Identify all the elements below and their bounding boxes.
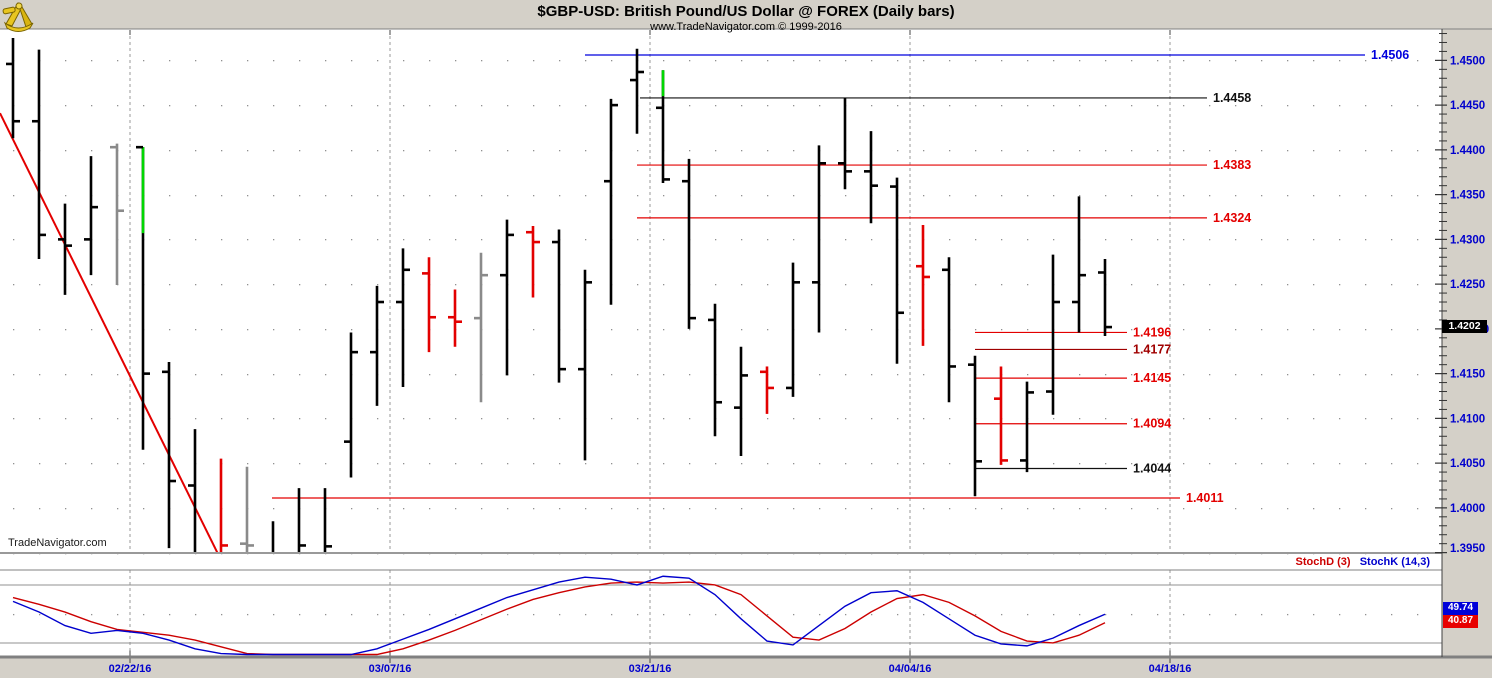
ohlc-bar-04-06 <box>968 355 982 497</box>
stochd-curve[interactable] <box>12 581 1106 656</box>
watermark-text: TradeNavigator.com <box>8 537 107 549</box>
ohlc-bar-04-04 <box>916 225 930 346</box>
stochastic-pane[interactable] <box>0 553 1442 657</box>
ohlc-bar-03-04 <box>370 285 384 406</box>
legend-spacer <box>1351 556 1360 568</box>
price-level-label: 1.4094 <box>1133 417 1171 431</box>
ohlc-bar-02-23 <box>162 361 176 549</box>
price-level-label: 1.4458 <box>1213 91 1251 105</box>
stochk-value-badge: 49.74 <box>1443 602 1478 615</box>
price-level-label: 1.4324 <box>1213 211 1251 225</box>
price-axis-label: 1.4250 <box>1450 279 1485 291</box>
ohlc-bar-03-14 <box>526 225 540 298</box>
price-level-label: 1.4044 <box>1133 461 1171 475</box>
price-axis-label: 1.4450 <box>1450 100 1485 112</box>
ohlc-bar-03-24 <box>734 346 748 456</box>
price-level-label: 1.4145 <box>1133 371 1171 385</box>
ohlc-bar-03-01 <box>297 488 306 552</box>
ohlc-bar-03-17 <box>604 98 618 305</box>
price-level-label: 1.4383 <box>1213 158 1251 172</box>
ohlc-bar-04-11 <box>1046 254 1060 415</box>
ohlc-bar-03-09 <box>448 289 462 347</box>
ohlc-bar-03-07 <box>396 248 410 388</box>
price-axis-label: 1.4150 <box>1450 369 1485 381</box>
ohlc-bar-03-21 <box>656 70 670 183</box>
ohlc-bar-02-24 <box>188 429 197 552</box>
price-level-label: 1.4196 <box>1133 325 1171 339</box>
date-label: 02/22/16 <box>109 663 152 675</box>
date-label: 04/04/16 <box>889 663 932 675</box>
ohlc-bar-03-28 <box>786 262 800 397</box>
price-axis-label: 1.4400 <box>1450 145 1485 157</box>
ohlc-bar-03-16 <box>578 269 592 461</box>
price-axis-label: 1.4500 <box>1450 55 1485 67</box>
ohlc-bar-02-19 <box>110 143 124 286</box>
chart-subtitle: www.TradeNavigator.com © 1999-2016 <box>650 21 842 33</box>
ohlc-bar-04-13 <box>1098 259 1112 337</box>
price-axis-label: 1.3950 <box>1450 543 1485 555</box>
ohlc-bar-03-08 <box>422 257 436 353</box>
price-axis-label: 1.4050 <box>1450 458 1485 470</box>
price-axis-label: 1.4100 <box>1450 413 1485 425</box>
stochd-legend-label[interactable]: StochD (3) <box>1295 556 1351 568</box>
tradenavigator-logo <box>2 2 34 32</box>
ohlc-bar-04-05 <box>942 257 956 403</box>
date-label: 04/18/16 <box>1149 663 1192 675</box>
ohlc-bar-04-08 <box>1020 381 1034 473</box>
ohlc-bar-02-17 <box>58 203 72 295</box>
ohlc-bar-02-15 <box>6 37 20 139</box>
stochk-curve[interactable] <box>12 575 1106 656</box>
stochastic-legend: StochD (3) StochK (14,3) <box>1000 556 1430 568</box>
price-level-label: 1.4506 <box>1371 48 1409 62</box>
price-axis-label: 1.4300 <box>1450 234 1485 246</box>
price-level-label: 1.4011 <box>1186 491 1224 505</box>
date-label: 03/07/16 <box>369 663 412 675</box>
ohlc-bar-03-29 <box>812 145 826 333</box>
ohlc-bar-03-02 <box>323 488 332 552</box>
chart-title: $GBP-USD: British Pound/US Dollar @ FORE… <box>537 3 955 20</box>
price-axis-label: 1.4000 <box>1450 503 1485 515</box>
ohlc-bar-02-18 <box>84 156 98 276</box>
ohlc-bar-02-25 <box>219 458 228 552</box>
ohlc-bar-03-11 <box>500 219 514 376</box>
price-level-label: 1.4177 <box>1133 342 1171 356</box>
ohlc-bar-03-18 <box>630 48 644 134</box>
ohlc-bar-02-16 <box>32 49 46 260</box>
ohlc-bar-02-22 <box>136 145 150 450</box>
price-pane[interactable] <box>0 29 1442 553</box>
ohlc-bar-03-25 <box>760 366 774 414</box>
ohlc-bar-03-30 <box>838 97 852 190</box>
price-axis-label: 1.4350 <box>1450 190 1485 202</box>
ohlc-bar-03-31 <box>864 131 878 224</box>
stochd-value-badge: 40.87 <box>1443 615 1478 628</box>
ohlc-bar-03-03 <box>344 332 358 478</box>
down-trendline[interactable] <box>0 112 220 558</box>
ohlc-bars <box>6 37 1112 552</box>
stochk-legend-label[interactable]: StochK (14,3) <box>1359 556 1430 568</box>
ohlc-bar-02-26 <box>240 466 254 552</box>
ohlc-bar-04-07 <box>994 366 1008 465</box>
date-label: 03/21/16 <box>629 663 672 675</box>
ohlc-bar-02-29 <box>271 521 275 552</box>
current-price-badge: 1.4202 <box>1442 320 1487 333</box>
ohlc-bar-03-23 <box>708 303 722 437</box>
ohlc-bar-03-15 <box>552 229 566 383</box>
ohlc-bar-04-12 <box>1072 196 1086 333</box>
ohlc-bar-03-10 <box>474 252 488 403</box>
ohlc-bar-03-22 <box>682 158 696 329</box>
ohlc-bar-04-01 <box>890 177 904 364</box>
